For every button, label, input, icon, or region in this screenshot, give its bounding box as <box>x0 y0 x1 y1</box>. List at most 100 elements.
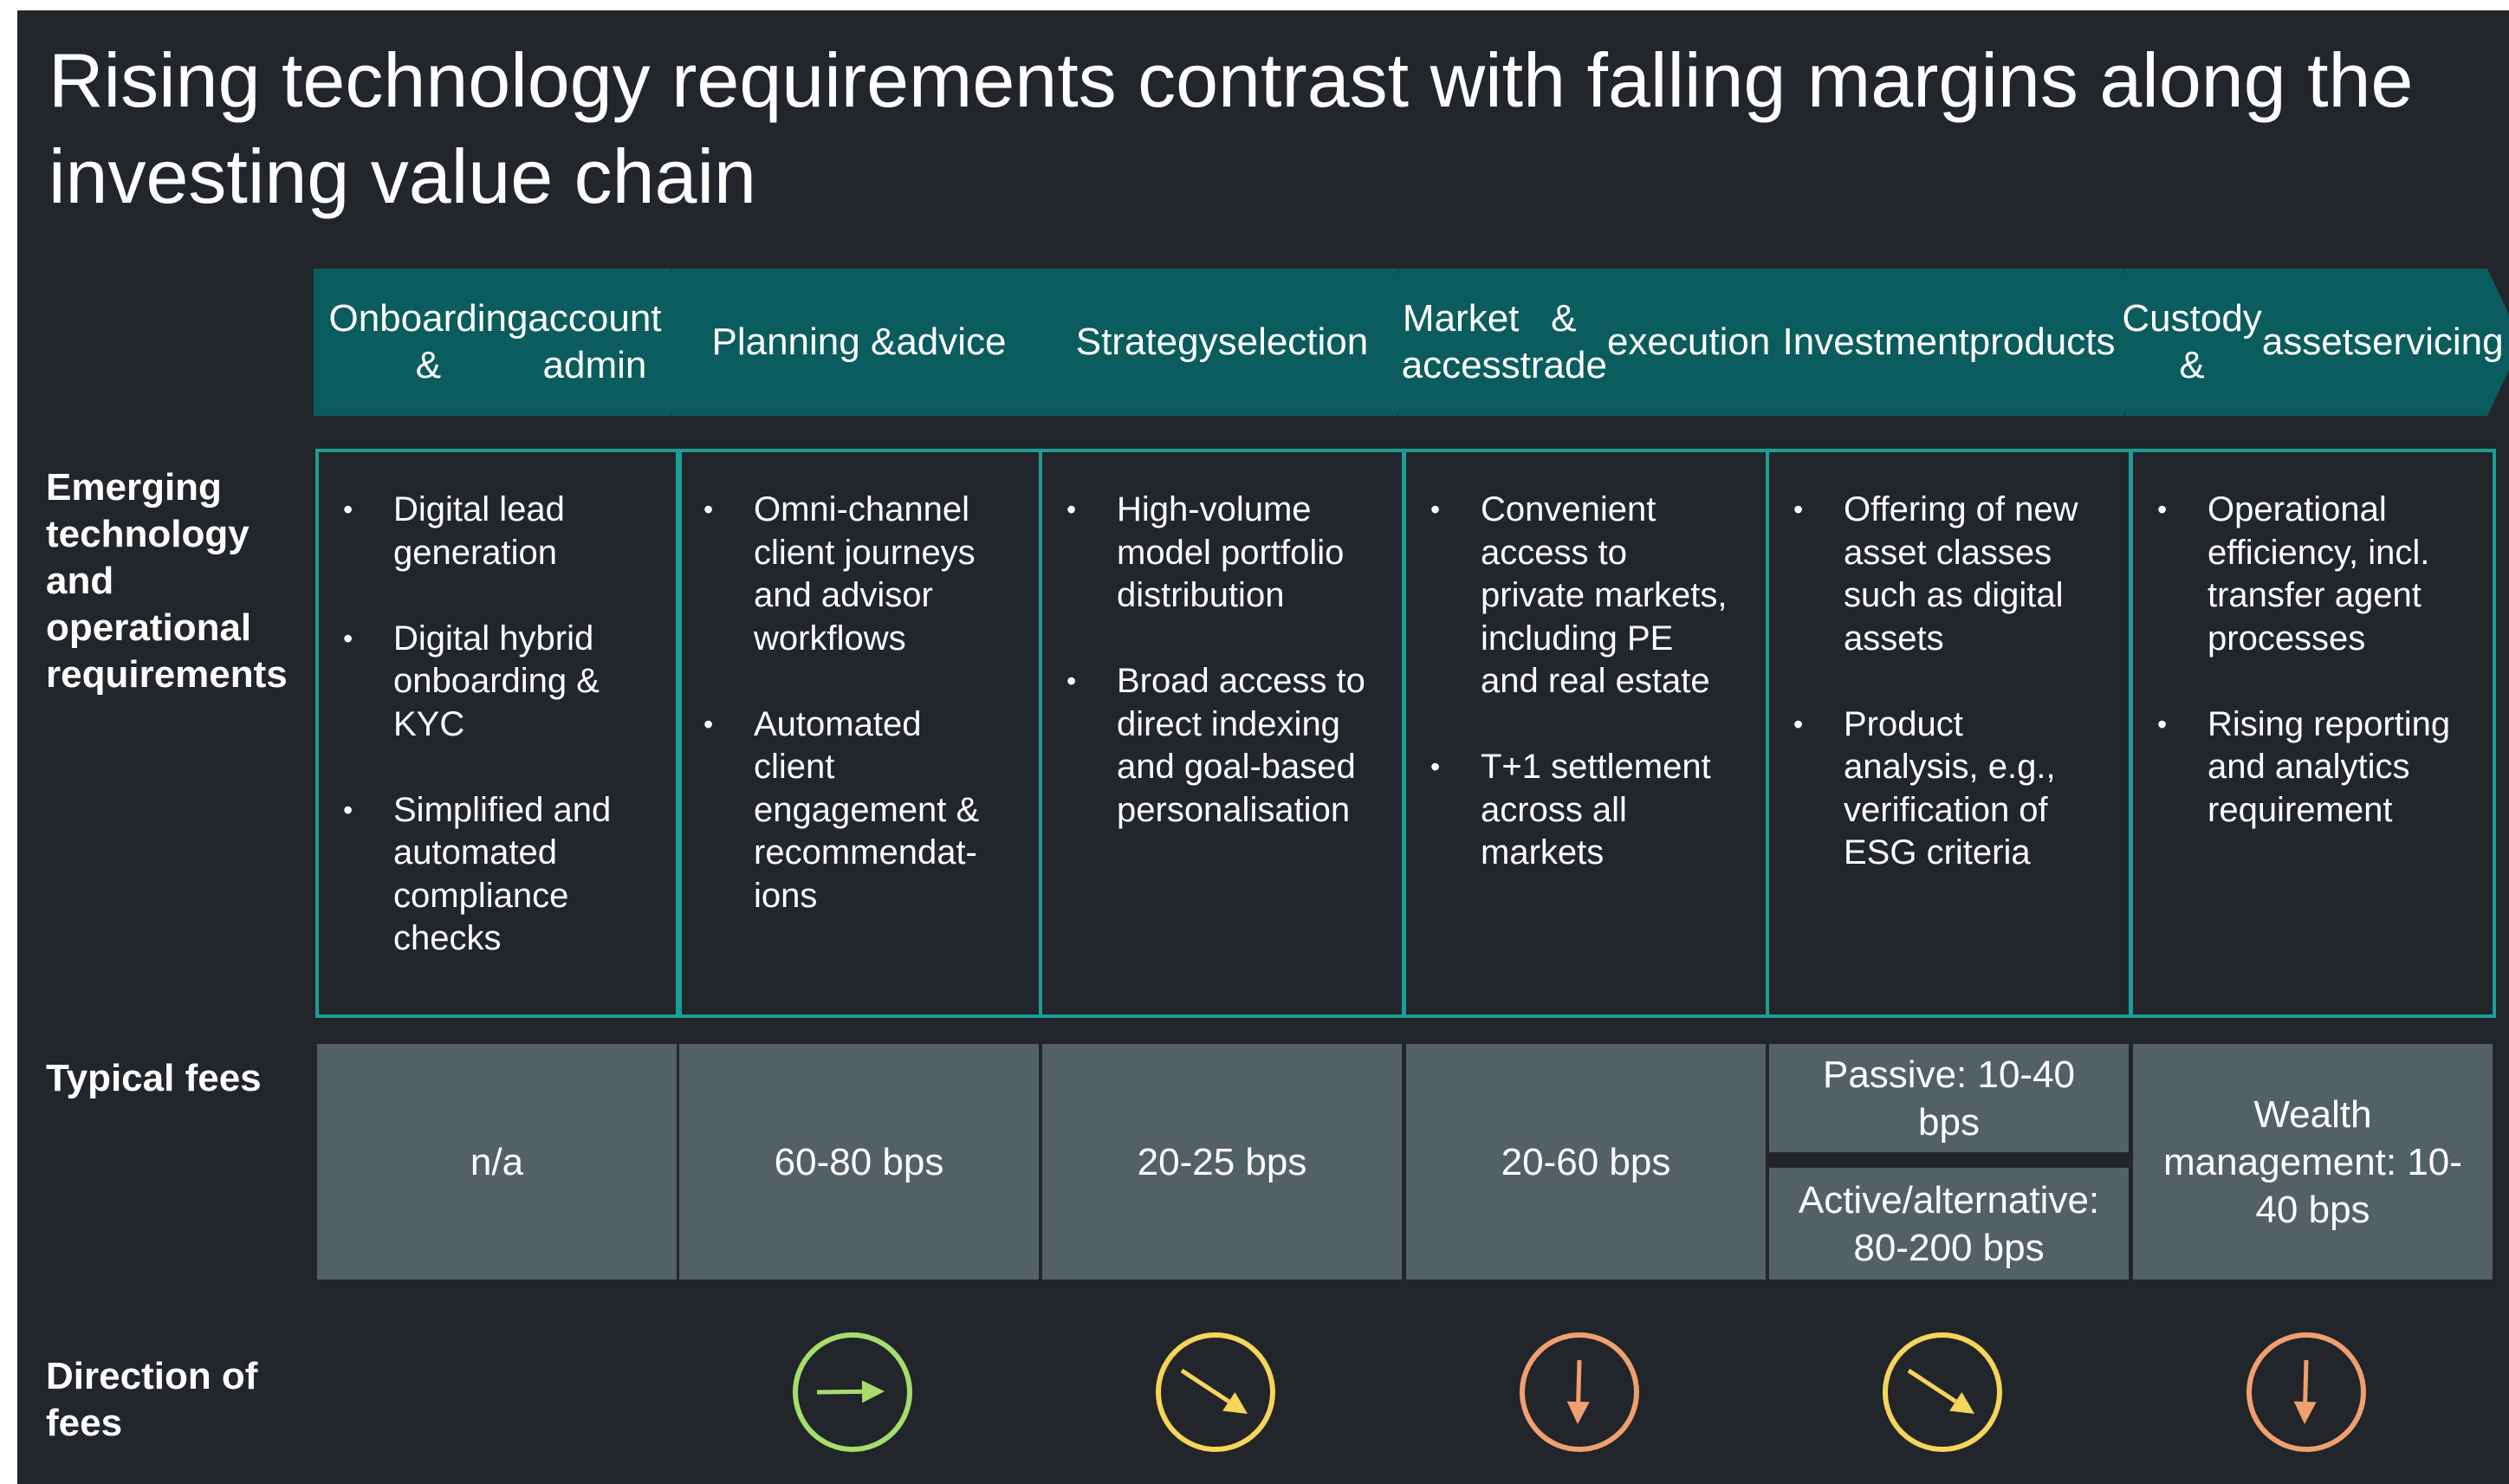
requirement-line: personalisation <box>1117 790 1351 829</box>
requirement-item: • Simplified and automated compliance checks <box>340 789 670 961</box>
requirement-line: Convenient <box>1481 490 1656 528</box>
requirement-line: automated <box>393 833 558 872</box>
requirement-line: model portfolio <box>1117 533 1345 572</box>
requirement-line: processes <box>2208 619 2366 658</box>
chevron-2 <box>671 269 1068 416</box>
requirement-line: ESG criteria <box>1844 833 2031 872</box>
row-label-typical-fees: Typical fees <box>46 1057 262 1099</box>
requirement-line: efficiency, incl. <box>2208 533 2430 572</box>
fee-line: Active/alternative: <box>1798 1178 2100 1222</box>
stage-label: Market access & trade execution <box>1402 269 1771 416</box>
bullet-icon: • <box>1430 494 1441 525</box>
requirement-line: T+1 settlement <box>1481 748 1711 786</box>
requirements-list: • Omni-channel client journeys and advisor w… <box>700 489 1030 917</box>
fee-cell: Wealth management: 10- 40 bps <box>2133 1044 2493 1280</box>
requirement-line: access to <box>1481 533 1627 572</box>
stage-label-line: execution <box>1606 321 1771 363</box>
stage-label-line: servicing <box>2352 321 2504 363</box>
requirement-item: • Offering of new asset classes such as dig… <box>1790 489 2120 660</box>
fee-active: Active/alternative: 80-200 bps <box>1769 1168 2129 1280</box>
bullet-icon: • <box>1430 751 1441 782</box>
requirement-item: • T+1 settlement across all markets <box>1427 746 1757 875</box>
stage-label-line: asset <box>2261 321 2353 363</box>
fee-line: management: 10- <box>2163 1140 2462 1183</box>
bullet-icon: • <box>1793 494 1804 525</box>
requirements-list: • Offering of new asset classes such as dig… <box>1790 489 2120 875</box>
fee-line: Wealth <box>2253 1092 2372 1136</box>
stage-label-line: Planning & <box>711 321 897 363</box>
requirement-line: Broad access to <box>1117 662 1365 700</box>
requirement-item: • Digital lead generation <box>340 489 670 574</box>
fee-cell: 60-80 bps <box>679 1044 1039 1280</box>
requirement-line: Product <box>1844 704 1963 743</box>
requirements-box: • Offering of new asset classes such as dig… <box>1766 449 2132 1018</box>
stage-label: Onboarding & account admin <box>328 269 662 416</box>
bullet-icon: • <box>1066 665 1077 697</box>
requirement-line: asset classes <box>1844 533 2052 572</box>
fee-value: 20-25 bps <box>1137 1140 1307 1183</box>
stage-label-line: Investment <box>1782 321 1969 363</box>
requirement-line: client journeys <box>754 533 976 572</box>
chevron-3 <box>1034 269 1431 416</box>
requirement-line: and real estate <box>1481 662 1710 700</box>
requirement-line: including PE <box>1481 619 1674 658</box>
stage-label-line: advice <box>896 321 1007 363</box>
bullet-icon: • <box>1066 494 1077 525</box>
requirement-item: • High-volume model portfolio distribution <box>1063 489 1393 618</box>
stage-label: Strategy selection <box>1060 269 1384 416</box>
requirement-line: workflows <box>754 619 906 658</box>
fee-value: 60-80 bps <box>774 1140 944 1183</box>
requirement-line: and analytics <box>2208 748 2410 786</box>
bullet-icon: • <box>343 494 353 525</box>
requirement-item: • Product analysis, e.g., verification of ES… <box>1790 703 2120 875</box>
requirements-list: • Convenient access to private markets, incl… <box>1427 489 1757 875</box>
arrow-down-right-icon <box>1155 1332 1275 1452</box>
chevron-6 <box>2124 269 2509 416</box>
fee-divider <box>1769 1152 2129 1168</box>
arrow-down-icon <box>2246 1332 2366 1452</box>
bullet-icon: • <box>1793 708 1804 740</box>
bullet-icon: • <box>343 622 353 654</box>
fee-line: bps <box>1918 1100 1980 1144</box>
stage-label-line: Onboarding & <box>328 297 528 386</box>
stage-label-line: Market access <box>1401 297 1520 386</box>
requirement-line: verification of <box>1844 790 2048 829</box>
requirements-box: • Digital lead generation • Digital hybrid on… <box>315 449 682 1018</box>
requirement-line: transfer agent <box>2208 576 2421 614</box>
requirement-item: • Convenient access to private markets, incl… <box>1427 489 1757 703</box>
requirement-line: Offering of new <box>1844 490 2078 528</box>
requirement-line: analysis, e.g., <box>1844 748 2056 786</box>
stage-label-line: Custody & <box>2122 297 2262 386</box>
bullet-icon: • <box>2157 708 2168 740</box>
bullet-icon: • <box>703 708 714 740</box>
chevron-4 <box>1397 269 1795 416</box>
requirement-line: direct indexing <box>1117 704 1340 743</box>
requirements-box: • Convenient access to private markets, incl… <box>1403 449 1769 1018</box>
requirement-line: and goal-based <box>1117 748 1356 786</box>
requirements-box: • High-volume model portfolio distribution •… <box>1039 449 1405 1018</box>
row-label-direction-of-fees: Direction of fees <box>46 1355 258 1444</box>
value-chain-chevrons <box>314 269 2509 416</box>
requirement-line: Digital hybrid <box>393 619 594 658</box>
requirement-line: across all <box>1481 790 1627 829</box>
fee-value: 20-60 bps <box>1501 1140 1671 1183</box>
requirement-line: such as digital <box>1844 576 2064 614</box>
requirement-line: Simplified and <box>393 790 612 829</box>
stage-label-line: account admin <box>528 297 662 386</box>
requirements-box: • Operational efficiency, incl. transfer ag… <box>2130 449 2496 1018</box>
requirement-line: Omni-channel <box>754 490 970 528</box>
stage-label-line: products <box>1968 321 2116 363</box>
requirement-line: requirement <box>2208 790 2393 829</box>
requirements-box: • Omni-channel client journeys and advisor w… <box>676 449 1042 1018</box>
stage-label: Custody & asset servicing <box>2122 269 2503 416</box>
requirement-line: High-volume <box>1117 490 1312 528</box>
requirement-line: client <box>754 748 835 786</box>
requirement-item: • Operational efficiency, incl. transfer ag… <box>2154 489 2484 660</box>
stage-label: Investment products <box>1782 269 2116 416</box>
stage-label-line: & trade <box>1520 297 1607 386</box>
requirements-list: • Digital lead generation • Digital hybrid on… <box>340 489 670 961</box>
fee-cell: n/a <box>317 1044 677 1280</box>
requirement-item: • Omni-channel client journeys and advisor w… <box>700 489 1030 660</box>
fee-passive: Passive: 10-40 bps <box>1769 1044 2129 1152</box>
requirement-line: onboarding & <box>393 662 600 700</box>
